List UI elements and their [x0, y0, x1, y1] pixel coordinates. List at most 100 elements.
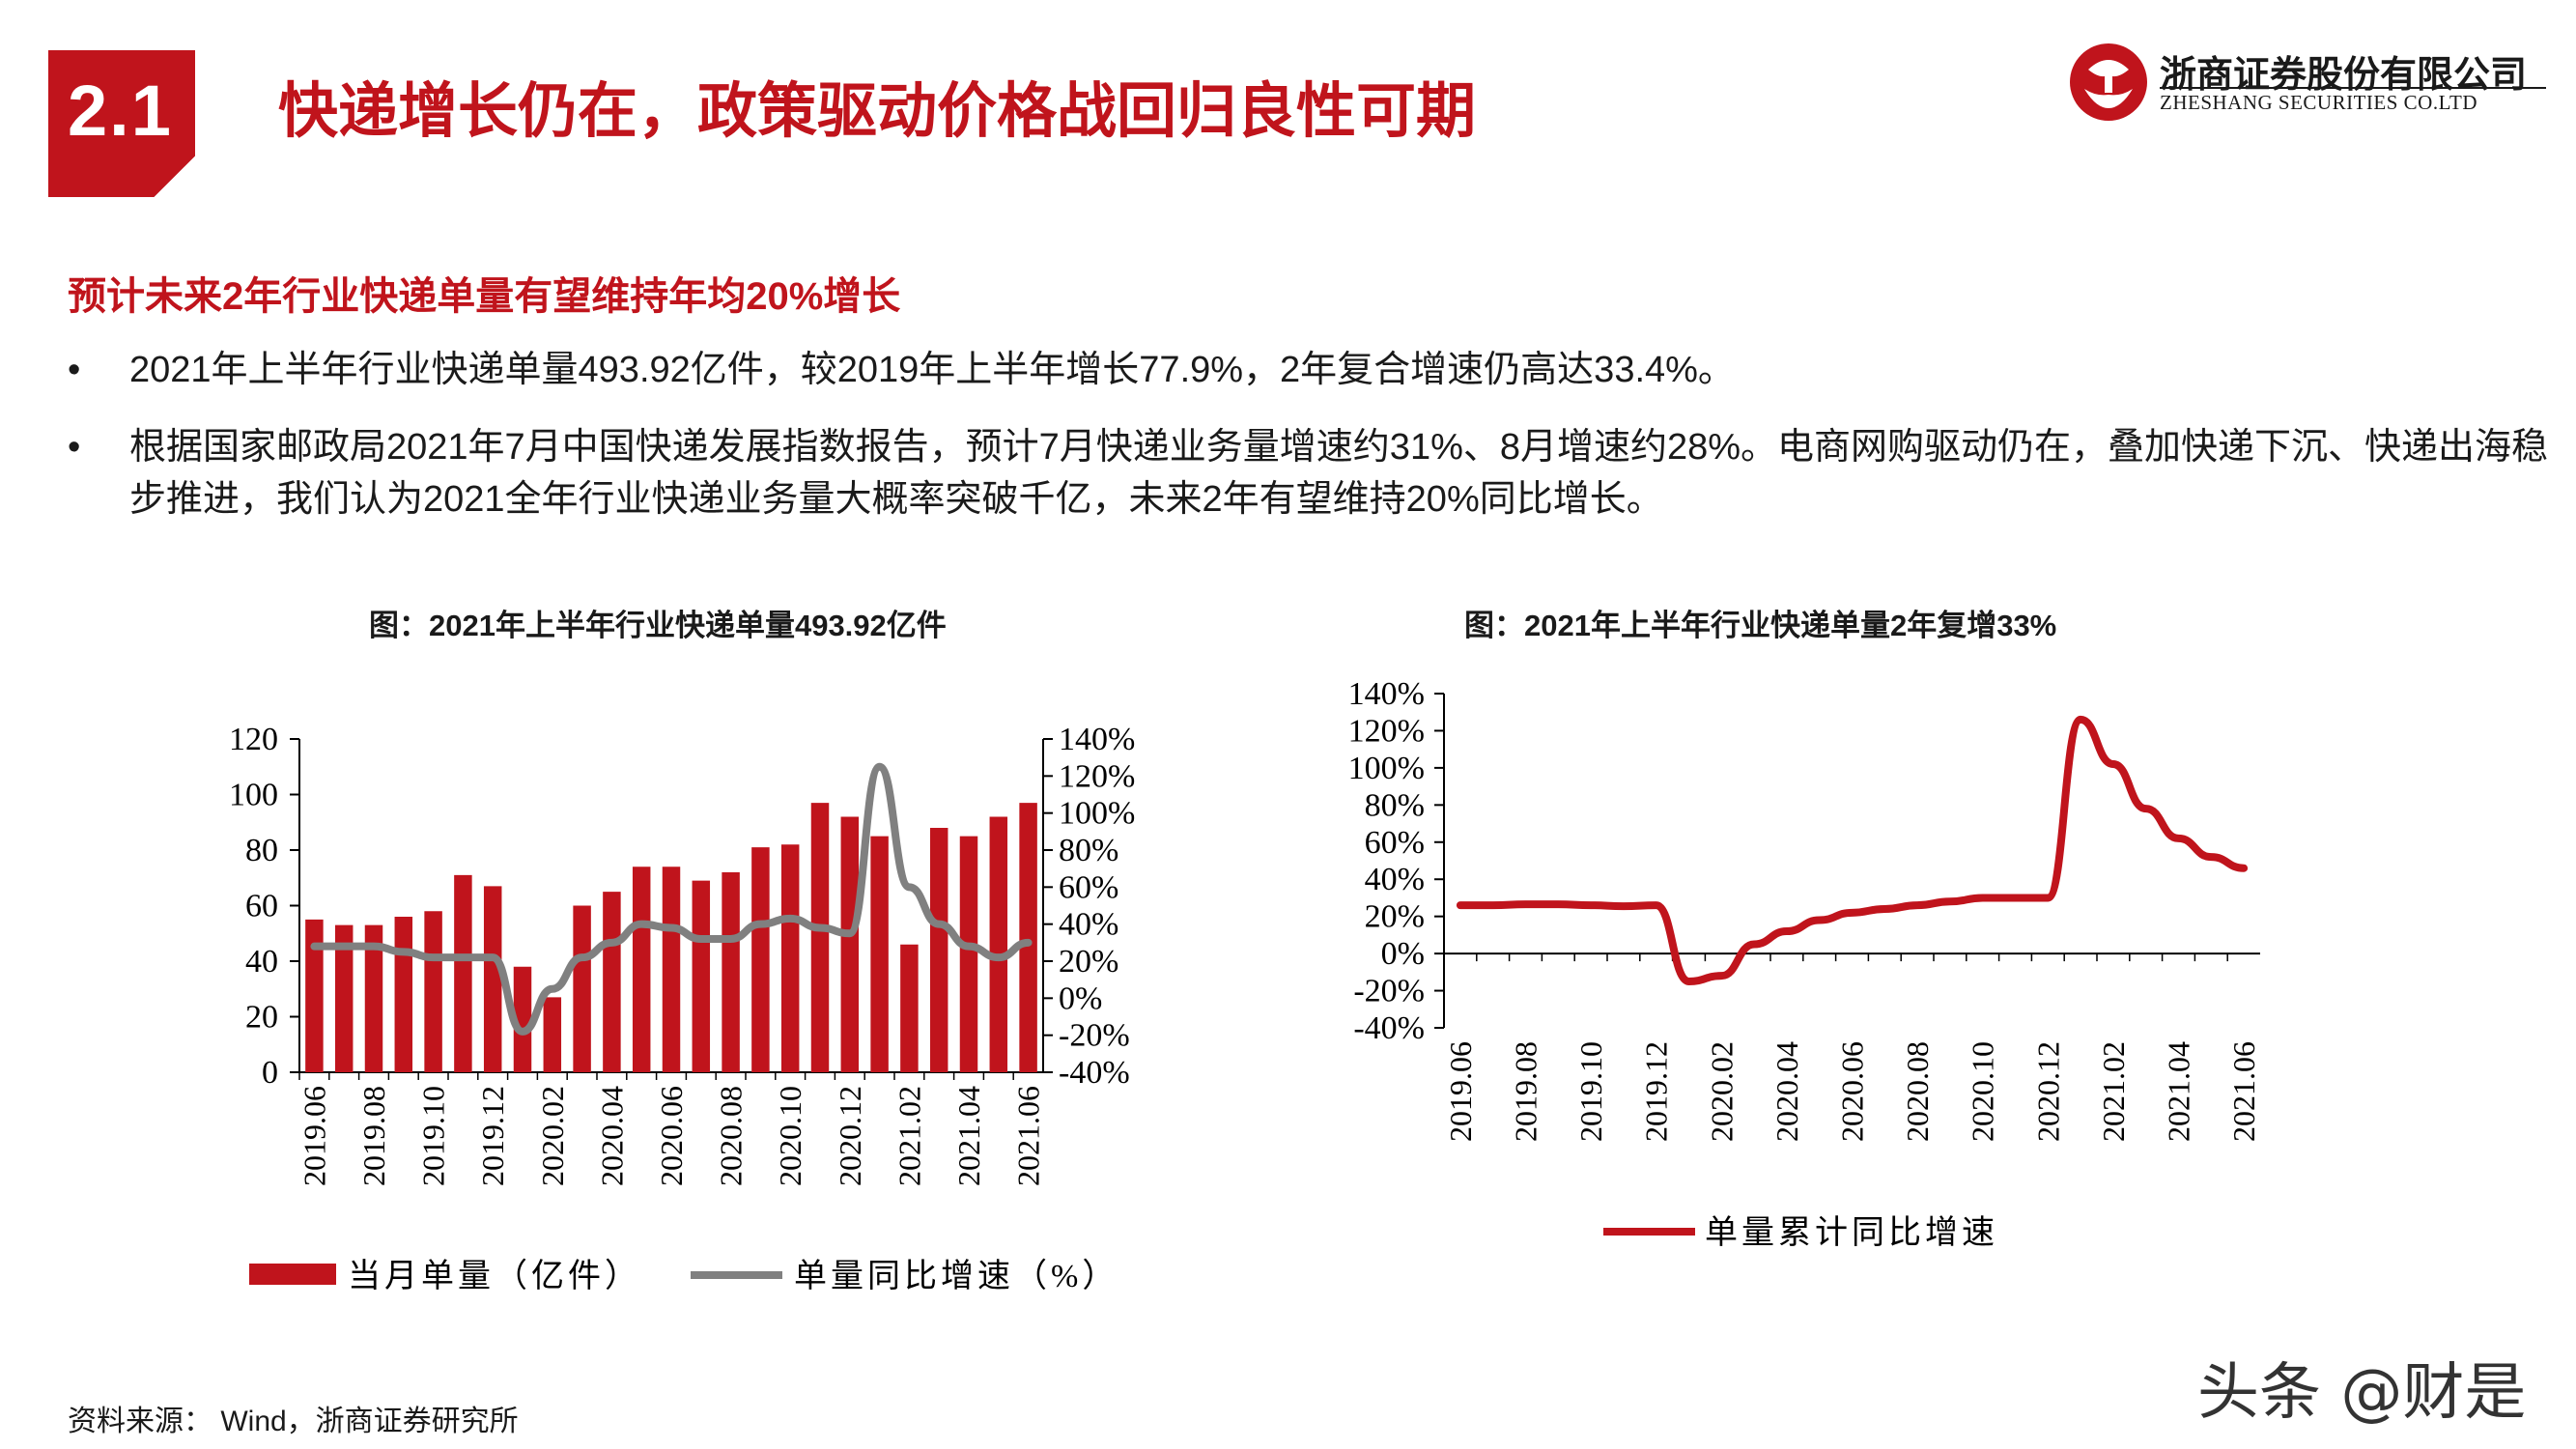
x-axis-tick-label: 2019.08: [1509, 1041, 1543, 1142]
x-axis-tick-label: 2019.08: [356, 1086, 391, 1186]
legend-bar-label: 当月单量（亿件）: [348, 1258, 641, 1294]
y-axis-tick-label: 60%: [1365, 825, 1425, 861]
volume-bar: [1019, 803, 1037, 1072]
right-axis-tick-label: 60%: [1059, 869, 1118, 905]
x-axis-tick-label: 2021.04: [2162, 1041, 2196, 1142]
chart-cumulative-growth-line: -40%-20%0%20%40%60%80%100%120%140% 2019.0…: [1348, 676, 2261, 1251]
volume-bar: [959, 836, 978, 1072]
y-axis-tick-label: 120%: [1348, 713, 1425, 749]
right-axis-tick-label: 120%: [1059, 758, 1135, 794]
x-axis-tick-label: 2019.10: [416, 1086, 451, 1186]
x-axis-tick-label: 2019.06: [1443, 1041, 1478, 1142]
legend-line-label: 单量同比增速（%）: [794, 1258, 1118, 1294]
cumulative-growth-line: [1456, 715, 2249, 985]
volume-bar: [394, 917, 413, 1072]
x-axis-tick-label: 2020.06: [1835, 1041, 1870, 1142]
right-axis-tick-label: -40%: [1059, 1055, 1130, 1091]
left-axis-tick-label: 0: [262, 1055, 278, 1091]
x-axis-tick-label: 2020.08: [714, 1086, 749, 1186]
volume-bar: [573, 905, 591, 1072]
y-axis-tick-label: 20%: [1365, 899, 1425, 935]
x-axis-tick-label: 2020.04: [594, 1086, 629, 1186]
right-axis-tick-label: 20%: [1059, 944, 1118, 980]
volume-bar: [989, 816, 1008, 1072]
left-axis-tick-label: 60: [245, 889, 278, 924]
chart-1-title: 图：2021年上半年行业快递单量493.92亿件: [369, 609, 947, 642]
y-axis-tick-label: -40%: [1353, 1010, 1425, 1046]
legend-line-label: 单量累计同比增速: [1705, 1214, 1998, 1251]
volume-bar: [780, 844, 800, 1072]
logo-underline: [2160, 87, 2546, 89]
volume-bar: [722, 872, 740, 1072]
volume-bar: [424, 911, 442, 1072]
x-axis-tick-label: 2020.12: [2030, 1041, 2065, 1142]
x-axis-tick-label: 2020.12: [833, 1086, 867, 1186]
volume-bar: [305, 919, 324, 1072]
x-axis-tick-label: 2019.12: [475, 1086, 510, 1186]
x-axis-tick-label: 2020.02: [1704, 1041, 1739, 1142]
volume-bar: [334, 924, 354, 1072]
volume-bar: [900, 944, 919, 1072]
bullet-marker: •: [68, 427, 81, 468]
y-axis-tick-label: 0%: [1381, 936, 1425, 972]
chart-volume-bar-line: 0 20 40 60 80 100 120 -40%-20%0%20%40%60%80%100…: [229, 722, 1135, 1294]
volume-bar: [810, 803, 830, 1072]
volume-bar: [543, 997, 562, 1072]
section-badge: [48, 50, 195, 197]
x-axis-tick-label: 2019.06: [297, 1086, 331, 1186]
bullet-text: 根据国家邮政局2021年7月中国快递发展指数报告，预计7月快递业务量增速约31%…: [129, 427, 2549, 520]
left-axis-tick-label: 120: [229, 722, 278, 757]
right-axis-tick-label: 0%: [1059, 980, 1102, 1016]
subheading: 预计未来2年行业快递单量有望维持年均20%增长: [68, 275, 901, 318]
x-axis-tick-label: 2020.10: [1966, 1041, 2000, 1142]
volume-bar: [929, 828, 948, 1072]
volume-bar: [692, 880, 711, 1072]
page-title: 快递增长仍在，政策驱动价格战回归良性可期: [278, 78, 1477, 145]
volume-bar: [662, 867, 681, 1072]
right-axis-tick-label: 80%: [1059, 833, 1118, 868]
source-note: 资料来源： Wind，浙商证券研究所: [68, 1406, 519, 1437]
logo-english-name: ZHESHANG SECURITIES CO.LTD: [2160, 91, 2477, 114]
zheshang-logo-icon: [2070, 43, 2147, 121]
left-axis-tick-label: 20: [245, 1000, 278, 1036]
volume-bar: [632, 867, 651, 1072]
left-axis-tick-label: 100: [229, 778, 278, 813]
y-axis-tick-label: 100%: [1348, 751, 1425, 786]
x-axis-tick-label: 2020.06: [654, 1086, 689, 1186]
logo-chinese-name: 浙商证券股份有限公司: [2160, 53, 2528, 96]
left-axis-tick-label: 80: [245, 833, 278, 868]
volume-bar: [751, 847, 770, 1072]
right-axis-tick-label: 100%: [1059, 796, 1135, 832]
volume-bar: [483, 886, 502, 1072]
y-axis-tick-label: 140%: [1348, 676, 1425, 712]
x-axis-tick-label: 2020.02: [535, 1086, 570, 1186]
x-axis-tick-label: 2020.10: [773, 1086, 807, 1186]
y-axis-tick-label: -20%: [1353, 974, 1425, 1009]
volume-bar: [603, 892, 621, 1072]
bullet-text: 2021年上半年行业快递单量493.92亿件，较2019年上半年增长77.9%，…: [129, 350, 1735, 390]
growth-rate-line: [310, 762, 1033, 1036]
left-axis-tick-label: 40: [245, 944, 278, 980]
x-axis-tick-label: 2020.08: [1900, 1041, 1935, 1142]
volume-bar: [870, 836, 889, 1072]
company-logo: 浙商证券股份有限公司 ZHESHANG SECURITIES CO.LTD: [2067, 41, 2550, 128]
watermark: 头条 @财是: [2197, 1357, 2527, 1429]
volume-bar: [364, 924, 383, 1072]
right-axis-tick-label: 40%: [1059, 907, 1118, 943]
x-axis-tick-label: 2019.12: [1639, 1041, 1674, 1142]
volume-bar: [454, 874, 472, 1072]
volume-bar: [513, 966, 532, 1072]
section-number: 2.1: [68, 71, 173, 151]
x-axis-tick-label: 2021.06: [1011, 1086, 1046, 1186]
volume-bar: [840, 816, 860, 1072]
x-axis-tick-label: 2020.04: [1769, 1041, 1804, 1142]
x-axis-tick-label: 2021.06: [2226, 1041, 2261, 1142]
x-axis-tick-label: 2019.10: [1573, 1041, 1608, 1142]
right-axis-tick-label: 140%: [1059, 722, 1135, 757]
right-axis-tick-label: -20%: [1059, 1018, 1130, 1054]
bullet-marker: •: [68, 350, 81, 390]
x-axis-tick-label: 2021.02: [892, 1086, 926, 1186]
legend-bar-swatch: [249, 1264, 336, 1285]
chart-2-title: 图：2021年上半年行业快递单量2年复增33%: [1464, 609, 2057, 642]
x-axis-tick-label: 2021.02: [2096, 1041, 2131, 1142]
